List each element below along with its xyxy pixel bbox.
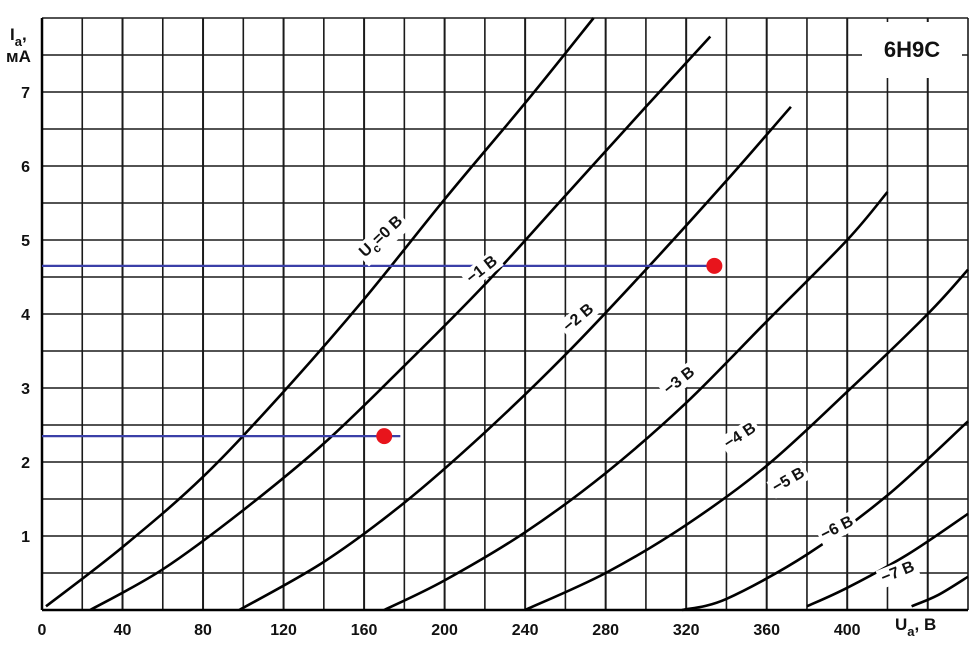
x-tick-label: 80 [194,622,212,639]
x-tick-label: 40 [114,622,132,639]
title-box-bg [862,22,962,78]
x-tick-label: 0 [38,622,47,639]
x-tick-label: 240 [512,622,539,639]
y-tick-label: 3 [21,381,30,398]
curve-label-bg [460,249,504,290]
markers [376,257,723,445]
x-tick-label: 320 [673,622,700,639]
y-tick-label: 2 [21,455,30,472]
y-axis-unit: мА [6,47,31,66]
x-tick-label: 120 [270,622,297,639]
y-tick-label: 7 [21,85,30,102]
y-axis-label: Ia, [10,25,27,49]
curve-label-bg [814,510,860,546]
x-axis-label: Ua, В [895,615,936,639]
y-tick-label: 1 [21,529,30,546]
curve-label-bg [766,462,811,499]
operating-point-marker [706,257,723,274]
y-tick-label: 5 [21,233,30,250]
reference-lines [42,264,715,438]
curve-line [45,17,595,608]
curve-label-bg [557,297,601,339]
chart-title: 6Н9С [884,37,940,62]
curves [45,17,969,612]
curve-line [524,268,969,612]
curve-label-bg [718,417,763,455]
operating-point-marker [376,428,393,445]
y-axis-label-main: I [10,25,15,44]
x-tick-label: 360 [753,622,780,639]
y-tick-label: 6 [21,159,30,176]
curve-label-bg [875,556,921,589]
x-tick-label: 400 [834,622,861,639]
x-tick-label: 160 [351,622,378,639]
x-tick-label: 200 [431,622,458,639]
curve-line [238,105,792,612]
curve-line [383,191,889,612]
curve-line [681,420,969,612]
y-tick-label: 4 [21,307,30,324]
x-axis-label-unit: , В [915,615,937,634]
curve-label-bg [353,209,412,267]
y-axis-label-sub: a [15,34,23,49]
x-axis-label-sub: a [907,624,915,639]
curve-line [911,575,969,608]
curve-line [89,35,712,612]
curve-label-bg [657,360,702,401]
x-axis-label-main: U [895,615,907,634]
x-tick-label: 280 [592,622,619,639]
